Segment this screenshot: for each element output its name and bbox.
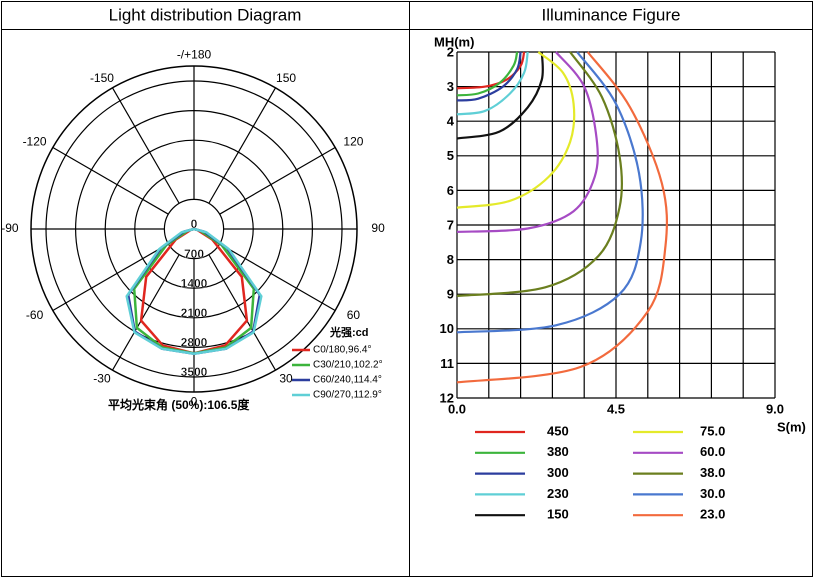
isolux-curve <box>456 51 644 334</box>
x-tick-label: 4.5 <box>607 401 625 416</box>
y-tick-label: 2 <box>447 44 454 59</box>
spoke <box>208 254 277 371</box>
spoke <box>111 254 180 371</box>
y-tick-label: 12 <box>440 390 454 405</box>
y-tick-label: 8 <box>447 252 454 267</box>
angle-label: 60 <box>347 308 361 322</box>
isolux-curve <box>456 51 576 209</box>
x-tick-label: 9.0 <box>766 401 784 416</box>
legend-label: 60.0 <box>700 444 725 459</box>
isolux-curve <box>456 51 624 297</box>
legend-label: 23.0 <box>700 507 725 522</box>
isolux-curve <box>456 51 526 90</box>
legend-title: 光强:cd <box>329 325 369 339</box>
spoke <box>52 146 169 215</box>
y-tick-label: 11 <box>440 356 454 371</box>
y-tick-label: 9 <box>447 287 454 302</box>
spoke <box>208 87 277 204</box>
x-tick-label: 0.0 <box>448 401 466 416</box>
radial-label: 3500 <box>181 365 208 379</box>
radial-label: 0 <box>191 217 198 231</box>
isolux-curve <box>456 51 529 116</box>
header-cell: Light distribution Diagram <box>109 5 302 24</box>
isolux-curve <box>456 51 599 233</box>
isolux-curve <box>456 51 519 97</box>
radial-label: 2800 <box>181 336 208 350</box>
angle-label: 120 <box>343 134 363 148</box>
radial-label: 1400 <box>181 276 208 290</box>
angle-label: -60 <box>26 308 44 322</box>
angle-label: 90 <box>371 221 385 235</box>
isolux-curve <box>456 51 522 102</box>
legend-label: 150 <box>547 507 569 522</box>
chart-note: 平均光束角 (50%):106.5度 <box>108 397 250 412</box>
legend-label: C30/210,102.2° <box>313 360 383 371</box>
radial-label: 700 <box>184 247 204 261</box>
legend-label: 450 <box>547 423 569 438</box>
intensity-curve <box>125 227 263 355</box>
spoke <box>219 243 336 312</box>
angle-label: -150 <box>90 71 114 85</box>
legend-label: 30.0 <box>700 486 725 501</box>
legend-label: 380 <box>547 444 569 459</box>
y-axis-label: MH(m) <box>434 34 474 49</box>
angle-label: 0 <box>191 395 198 409</box>
legend-label: 300 <box>547 465 569 480</box>
angle-label: -/+180 <box>177 48 212 62</box>
y-tick-label: 5 <box>447 148 454 163</box>
angle-label: -30 <box>93 371 111 385</box>
y-tick-label: 10 <box>440 321 454 336</box>
y-tick-label: 7 <box>447 217 454 232</box>
legend-label: C90/270,112.9° <box>313 390 382 401</box>
isolux-curve <box>456 51 544 140</box>
spoke <box>52 243 169 312</box>
angle-label: -90 <box>1 221 19 235</box>
angle-label: 150 <box>276 71 296 85</box>
legend-label: 75.0 <box>700 423 725 438</box>
x-axis-label: S(m) <box>777 419 806 434</box>
isolux-curve <box>456 51 669 384</box>
legend-label: 230 <box>547 486 569 501</box>
header-cell: Illuminance Figure <box>542 5 681 24</box>
angle-label: -120 <box>23 134 47 148</box>
spoke <box>219 146 336 215</box>
y-tick-label: 6 <box>447 183 454 198</box>
radial-label: 2100 <box>181 306 208 320</box>
legend-label: C0/180,96.4° <box>313 345 372 356</box>
legend-label: 38.0 <box>700 465 725 480</box>
y-tick-label: 4 <box>447 114 455 129</box>
legend-label: C60/240,114.4° <box>313 375 382 386</box>
y-tick-label: 3 <box>447 79 454 94</box>
angle-label: 30 <box>279 371 293 385</box>
spoke <box>111 87 180 204</box>
